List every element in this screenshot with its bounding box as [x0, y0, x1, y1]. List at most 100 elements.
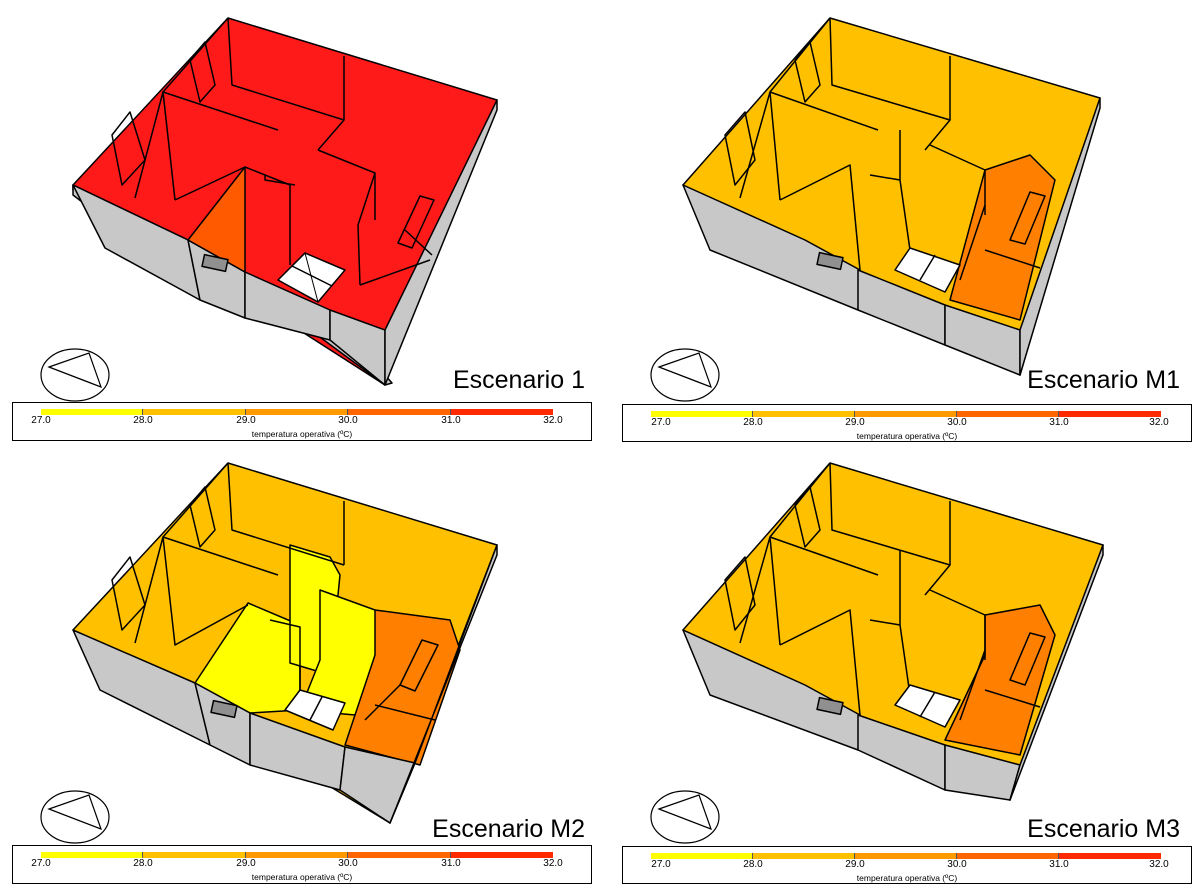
legend-tick: 29.0: [236, 858, 256, 869]
legend-tick: 29.0: [845, 859, 865, 870]
legend-tick: 27.0: [651, 859, 671, 870]
panel-escenario-1: Escenario 1 27.0 28.0 29.0 30.0 31.0 32.…: [0, 0, 600, 445]
legend-tick: 32.0: [543, 858, 563, 869]
legend-color-bar: [651, 411, 1161, 417]
interior-wall: [929, 144, 986, 215]
window: [794, 486, 821, 548]
interior-wall: [317, 56, 345, 151]
window: [399, 639, 439, 692]
interior-wall: [134, 536, 249, 646]
legend-tick: 28.0: [743, 417, 763, 428]
legend-segment: [651, 411, 753, 417]
floorplan-3d-escenario-m1: [682, 17, 1101, 376]
legend-tick: 31.0: [441, 858, 461, 869]
floorplan-3d-escenario-1: [72, 17, 498, 386]
legend-tick: 32.0: [1149, 417, 1169, 428]
interior-wall: [924, 56, 951, 151]
interior-wall: [984, 249, 1041, 269]
interior-wall: [779, 609, 861, 716]
legend-segment: [651, 853, 753, 859]
floorplan-3d-escenario-m3: [682, 462, 1104, 801]
legend-tick: 30.0: [338, 858, 358, 869]
panel-title: Escenario 1: [452, 366, 585, 394]
compass-icon: [40, 790, 110, 844]
legend-label: temperatura operativa (ºC): [856, 431, 958, 441]
interior-wall: [244, 166, 291, 265]
legend-tick: 29.0: [845, 417, 865, 428]
legend-segment: [957, 853, 1059, 859]
interior-wall: [357, 172, 376, 286]
exterior-wall-right: [389, 544, 498, 824]
interior-wall: [829, 17, 951, 121]
interior-wall: [739, 91, 781, 201]
legend-label: temperatura operativa (ºC): [251, 872, 353, 882]
interior-wall: [924, 501, 951, 596]
legend-segment: [450, 409, 553, 415]
interior-wall: [162, 536, 279, 576]
legend-segment: [855, 853, 957, 859]
legend-segment: [753, 853, 855, 859]
legend-tick: 27.0: [31, 858, 51, 869]
interior-wall: [959, 649, 986, 721]
floor-tile-line: [291, 265, 333, 287]
interior-wall: [227, 462, 345, 566]
compass-icon: [650, 348, 720, 402]
floor-tile-line: [919, 254, 936, 281]
floor-bathroom: [894, 684, 961, 728]
legend-tick: 28.0: [743, 859, 763, 870]
interior-wall: [364, 684, 401, 721]
window: [794, 41, 821, 103]
interior-wall: [162, 462, 229, 538]
interior-wall: [227, 17, 345, 121]
compass-icon: [40, 348, 110, 402]
legend-label: temperatura operativa (ºC): [856, 873, 958, 883]
interior-wall: [374, 704, 436, 721]
legend-tick: 29.0: [236, 415, 256, 426]
legend-tick: 27.0: [31, 415, 51, 426]
interior-wall: [984, 689, 1041, 708]
legend-segment: [245, 409, 349, 415]
interior-wall: [929, 589, 986, 660]
legend-segment: [143, 852, 246, 858]
panel-escenario-m3: Escenario M3 27.0 28.0 29.0 30.0 31.0 32…: [600, 445, 1200, 890]
floorplan-3d-escenario-m2: [72, 462, 498, 824]
exterior-wall-right: [1019, 97, 1101, 376]
legend-color-bar: [651, 853, 1161, 859]
legend-segment: [450, 852, 553, 858]
interior-wall: [769, 91, 879, 131]
panel-escenario-m1: Escenario M1 27.0 28.0 29.0 30.0 31.0 32…: [600, 0, 1200, 445]
panel-title: Escenario M3: [1027, 815, 1180, 843]
legend-tick: 27.0: [651, 417, 671, 428]
legend-segment: [245, 852, 349, 858]
room-orange: [187, 166, 246, 273]
color-legend: 27.0 28.0 29.0 30.0 31.0 32.0 temperatur…: [622, 846, 1192, 884]
door-vent: [210, 699, 238, 719]
color-legend: 27.0 28.0 29.0 30.0 31.0 32.0 temperatur…: [12, 402, 592, 441]
legend-tick: 32.0: [543, 415, 563, 426]
exterior-wall-right: [1009, 544, 1104, 801]
legend-color-bar: [41, 409, 553, 415]
legend-tick: 30.0: [338, 415, 358, 426]
exterior-wall-right: [384, 99, 498, 386]
window: [1009, 191, 1046, 245]
color-legend: 27.0 28.0 29.0 30.0 31.0 32.0 temperatur…: [12, 845, 592, 884]
legend-tick: 30.0: [947, 417, 967, 428]
interior-wall: [359, 259, 431, 286]
interior-wall: [404, 229, 433, 256]
legend-segment: [855, 411, 957, 417]
room-orange: [344, 609, 461, 766]
interior-wall: [779, 164, 861, 271]
legend-tick: 31.0: [1049, 417, 1069, 428]
window: [397, 195, 435, 249]
door-frame: [264, 175, 296, 186]
legend-tick: 30.0: [947, 859, 967, 870]
interior-wall: [959, 204, 986, 281]
legend-tick: 31.0: [441, 415, 461, 426]
legend-segment: [753, 411, 855, 417]
panel-title: Escenario M2: [432, 815, 585, 843]
legend-label: temperatura operativa (ºC): [251, 429, 353, 439]
door-vent: [201, 253, 229, 273]
panel-escenario-m2: Escenario M2 27.0 28.0 29.0 30.0 31.0 32…: [0, 445, 600, 890]
color-legend: 27.0 28.0 29.0 30.0 31.0 32.0 temperatur…: [622, 404, 1192, 442]
legend-color-bar: [41, 852, 553, 858]
